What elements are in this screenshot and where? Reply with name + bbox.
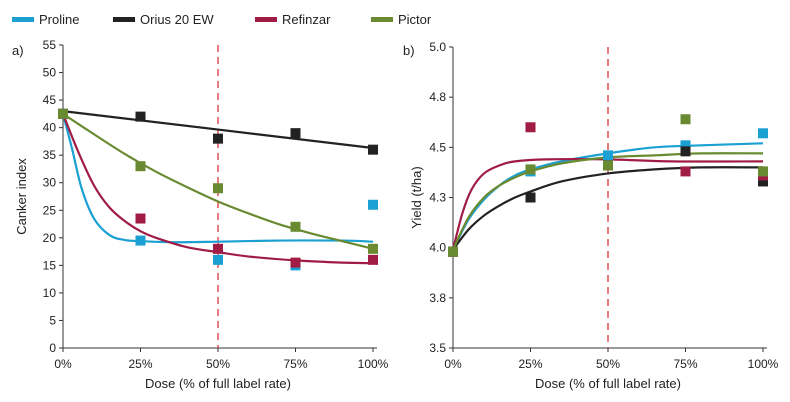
panel-a-data-point-pictor — [368, 243, 378, 254]
panel-b-data-point-refinzar — [525, 122, 536, 133]
panel-a-x-tick-label: 0% — [54, 357, 72, 371]
panel-a-y-tick-label: 0 — [49, 341, 56, 355]
panel-a-y-tick-label: 15 — [43, 258, 57, 272]
legend-label-orius-20-ew: Orius 20 EW — [140, 12, 214, 27]
legend-swatch-proline — [12, 17, 34, 22]
panel-b-data-point-orius-20-ew — [758, 176, 768, 187]
panel-b-x-axis-title: Dose (% of full label rate) — [535, 376, 681, 391]
panel-a-y-tick-label: 50 — [43, 66, 57, 80]
panel-b-x-tick-label: 50% — [596, 357, 620, 371]
panel-a-data-point-refinzar — [368, 254, 378, 265]
panel-a-data-point-proline — [368, 199, 378, 210]
panel-b-y-axis-title: Yield (t/ha) — [409, 166, 424, 228]
panel-b-data-point-refinzar — [680, 166, 691, 177]
panel-a-data-point-pictor — [213, 183, 223, 194]
panel-b-data-point-pictor — [758, 166, 768, 177]
panel-a-label: a) — [12, 43, 24, 58]
panel-b-y-tick-label: 4.3 — [429, 191, 446, 205]
panel-a-y-tick-label: 55 — [43, 38, 57, 52]
legend-label-proline: Proline — [39, 12, 79, 27]
panel-b-data-point-proline — [603, 150, 613, 161]
panel-b-y-tick-label: 4.8 — [429, 90, 446, 104]
panel-a-y-axis-title: Canker index — [14, 158, 29, 235]
panel-a-y-tick-label: 10 — [43, 286, 57, 300]
panel-a-canker-index: a) 0 5 10 15 20 25 30 35 40 45 50 55 0% 25% 50% 75% 100% D… — [12, 38, 389, 391]
panel-a-data-point-pictor — [58, 108, 68, 119]
panel-a-x-tick-label: 25% — [128, 357, 152, 371]
panel-a-x-tick-label: 100% — [358, 357, 389, 371]
panel-a-y-tick-label: 5 — [49, 313, 56, 327]
panel-b-data-point-proline — [680, 140, 691, 151]
panel-a-data-point-refinzar — [290, 257, 301, 268]
panel-a-y-tick-label: 20 — [43, 231, 57, 245]
panel-b-y-tick-label: 3.5 — [429, 341, 446, 355]
panel-a-data-point-proline — [135, 235, 146, 246]
panel-b-y-tick-label: 3.8 — [429, 291, 446, 305]
panel-a-fit-line-proline — [61, 113, 374, 244]
panel-b-yield: b) 3.5 3.8 4.0 4.3 4.5 4.8 5.0 0% 25% 50% 75% 100% Do… — [403, 40, 779, 391]
legend-label-refinzar: Refinzar — [282, 12, 331, 27]
panel-a-y-tick-label: 30 — [43, 176, 57, 190]
panel-b-x-tick-label: 75% — [673, 357, 697, 371]
panel-a-x-tick-label: 75% — [283, 357, 307, 371]
panel-a-data-point-proline — [213, 254, 223, 265]
panel-b-x-tick-label: 0% — [444, 357, 462, 371]
panel-a-data-point-orius-20-ew — [368, 144, 378, 155]
panel-b-y-tick-label: 5.0 — [429, 40, 446, 54]
panel-a-y-tick-label: 45 — [43, 93, 57, 107]
panel-b-data-point-proline — [758, 128, 768, 139]
panel-a-fit-line-orius-20-ew — [62, 110, 374, 150]
panel-b-label: b) — [403, 43, 415, 58]
legend-swatch-pictor — [371, 17, 393, 22]
panel-a-y-tick-label: 40 — [43, 121, 57, 135]
panel-a-data-point-refinzar — [213, 243, 223, 254]
panel-a-x-tick-label: 50% — [206, 357, 230, 371]
panel-b-fit-line-refinzar — [451, 158, 764, 250]
panel-b-data-point-pictor — [448, 246, 458, 257]
panel-a-x-axis-title: Dose (% of full label rate) — [145, 376, 291, 391]
panel-b-data-point-orius-20-ew — [525, 192, 536, 203]
legend-swatch-orius-20-ew — [113, 17, 135, 22]
legend-swatch-refinzar — [255, 17, 277, 22]
panel-b-y-tick-label: 4.5 — [429, 140, 446, 154]
legend: Proline Orius 20 EW Refinzar Pictor — [12, 12, 432, 27]
panel-a-data-point-orius-20-ew — [213, 133, 223, 144]
panel-a-fit-line-pictor — [62, 112, 374, 250]
panel-b-x-tick-label: 100% — [748, 357, 779, 371]
panel-a-data-point-orius-20-ew — [135, 111, 146, 122]
panel-a-data-point-pictor — [290, 221, 301, 232]
panel-b-data-point-orius-20-ew — [680, 146, 691, 157]
panel-b-data-point-pictor — [680, 114, 691, 125]
panel-b-data-point-pictor — [525, 164, 536, 175]
legend-label-pictor: Pictor — [398, 12, 432, 27]
panel-a-data-point-refinzar — [135, 213, 146, 224]
panel-b-y-tick-label: 4.0 — [429, 241, 446, 255]
panel-a-data-point-orius-20-ew — [290, 128, 301, 139]
panel-a-y-tick-label: 35 — [43, 148, 57, 162]
panel-a-y-tick-label: 25 — [43, 203, 57, 217]
panel-b-data-point-pictor — [603, 160, 613, 171]
panel-a-data-point-pictor — [135, 161, 146, 172]
panel-b-fit-line-orius-20-ew — [452, 166, 764, 251]
panel-b-x-tick-label: 25% — [518, 357, 542, 371]
